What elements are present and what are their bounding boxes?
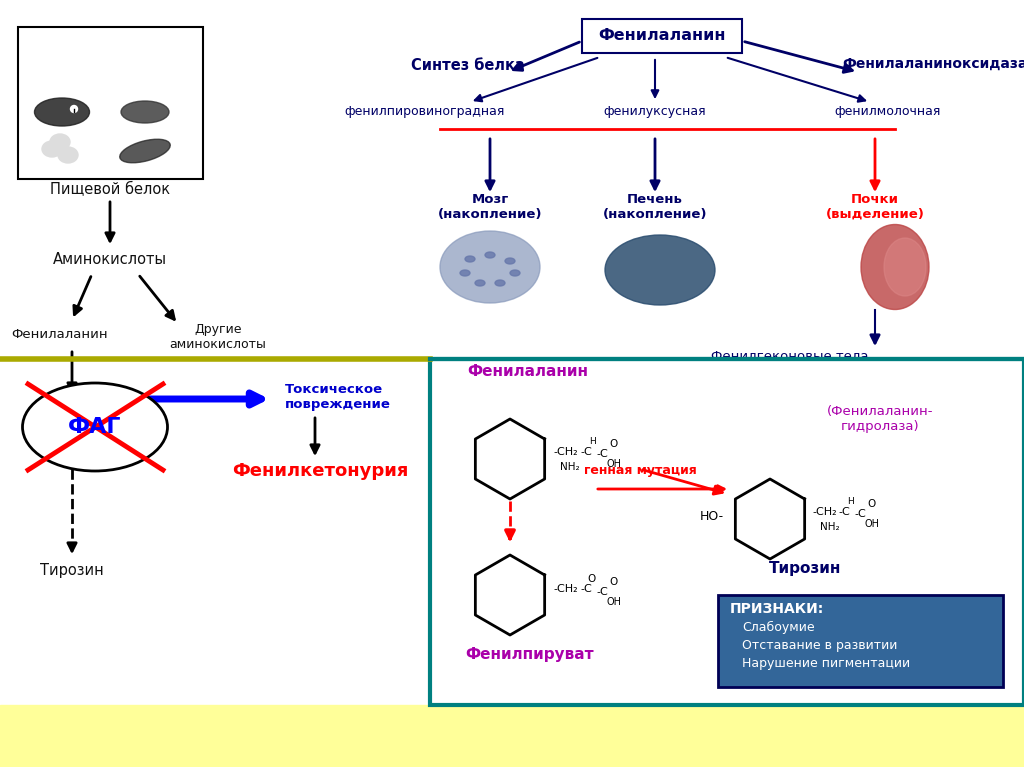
Text: -C: -C [854, 509, 865, 519]
Ellipse shape [505, 258, 515, 264]
Ellipse shape [495, 280, 505, 286]
Text: Почки
(выделение): Почки (выделение) [825, 193, 925, 221]
Bar [582, 19, 742, 53]
Text: Нарушение пигментации: Нарушение пигментации [742, 657, 910, 670]
Text: O: O [588, 574, 596, 584]
Text: Слабоумие: Слабоумие [742, 621, 815, 634]
Text: Токсическое
повреждение: Токсическое повреждение [285, 383, 391, 411]
Text: Тирозин: Тирозин [40, 562, 103, 578]
Ellipse shape [121, 101, 169, 123]
Text: -CH₂: -CH₂ [812, 507, 837, 517]
Text: -C: -C [580, 584, 592, 594]
Text: Фенилгеконовые тела: Фенилгеконовые тела [712, 351, 868, 364]
Text: H: H [847, 498, 853, 506]
Text: O: O [610, 577, 618, 587]
Text: HO-: HO- [699, 511, 724, 524]
Text: Фенилкетонурия: Фенилкетонурия [231, 462, 409, 480]
Text: Отставание в развитии: Отставание в развитии [742, 638, 897, 651]
Text: -CH₂: -CH₂ [553, 447, 578, 457]
Text: Синтез белка: Синтез белка [411, 58, 525, 73]
Ellipse shape [42, 141, 62, 157]
Text: OH: OH [606, 459, 622, 469]
Text: Фенилаланин: Фенилаланин [468, 364, 589, 380]
Text: фенилмолочная: фенилмолочная [835, 106, 941, 118]
Text: -C: -C [580, 447, 592, 457]
Text: ФАГ: ФАГ [69, 417, 122, 437]
Text: (Фенилаланин-
гидролаза): (Фенилаланин- гидролаза) [826, 405, 933, 433]
Ellipse shape [23, 383, 168, 471]
Text: Аминокислоты: Аминокислоты [53, 252, 167, 266]
Ellipse shape [465, 256, 475, 262]
Ellipse shape [605, 235, 715, 305]
Text: -C: -C [838, 507, 850, 517]
Text: Фенилпируват: Фенилпируват [466, 647, 594, 663]
Bar [18, 27, 203, 179]
Ellipse shape [71, 106, 78, 113]
Ellipse shape [884, 238, 926, 296]
Ellipse shape [475, 280, 485, 286]
Bar [0, 705, 1024, 767]
Bar [430, 359, 1024, 705]
Ellipse shape [35, 98, 89, 126]
Text: Пищевой белок: Пищевой белок [50, 183, 170, 197]
Text: OH: OH [864, 519, 880, 529]
Text: Печень
(накопление): Печень (накопление) [603, 193, 708, 221]
Text: O: O [610, 439, 618, 449]
Text: NH₂: NH₂ [820, 522, 840, 532]
Bar [718, 595, 1002, 687]
Text: -C: -C [596, 449, 608, 459]
Text: Фенилаланин: Фенилаланин [11, 328, 109, 341]
Text: Другие
аминокислоты: Другие аминокислоты [170, 323, 266, 351]
Text: -CH₂: -CH₂ [553, 584, 578, 594]
Text: OH: OH [606, 597, 622, 607]
Text: Фенилаланин: Фенилаланин [598, 28, 726, 44]
Text: -C: -C [596, 587, 608, 597]
Ellipse shape [120, 140, 170, 163]
Text: Мозг
(накопление): Мозг (накопление) [437, 193, 543, 221]
Text: ПРИЗНАКИ:: ПРИЗНАКИ: [730, 602, 824, 616]
Ellipse shape [460, 270, 470, 276]
Text: NH₂: NH₂ [560, 462, 580, 472]
Text: фенилпировиноградная: фенилпировиноградная [345, 106, 505, 118]
Ellipse shape [58, 147, 78, 163]
Ellipse shape [510, 270, 520, 276]
Text: генная мутация: генная мутация [584, 464, 696, 477]
Text: Тирозин: Тирозин [769, 561, 841, 577]
Text: Фенилаланиноксидаза: Фенилаланиноксидаза [843, 57, 1024, 71]
Text: H: H [589, 437, 595, 446]
Ellipse shape [50, 134, 70, 150]
Ellipse shape [861, 225, 929, 310]
Ellipse shape [485, 252, 495, 258]
Ellipse shape [440, 231, 540, 303]
Text: фенилуксусная: фенилуксусная [604, 106, 707, 118]
Text: O: O [868, 499, 877, 509]
